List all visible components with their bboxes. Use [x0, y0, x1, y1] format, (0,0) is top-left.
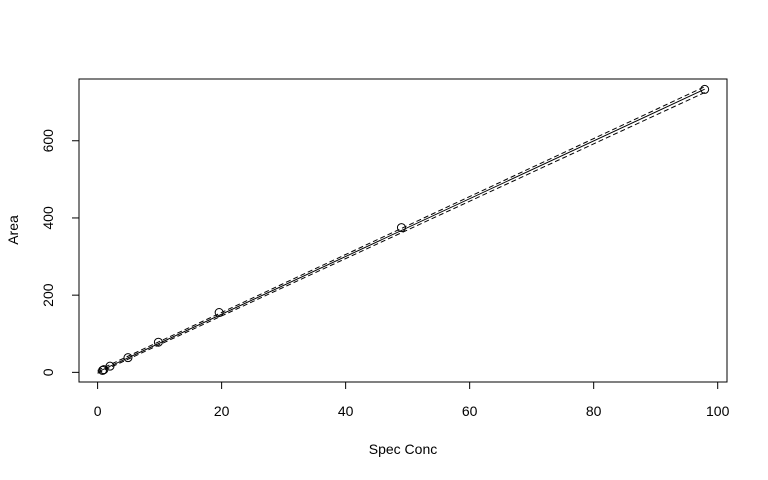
x-tick-label: 80 [586, 403, 602, 419]
confidence-lower-line [97, 92, 705, 374]
y-tick-label: 200 [40, 283, 56, 307]
x-tick-label: 40 [338, 403, 354, 419]
confidence-band [97, 86, 705, 374]
x-tick-label: 100 [706, 403, 730, 419]
data-point [153, 337, 163, 347]
data-points [98, 84, 710, 375]
y-tick-label: 600 [40, 129, 56, 153]
y-axis-title: Area [5, 215, 21, 245]
fit-line [97, 88, 705, 373]
y-tick-label: 0 [40, 368, 56, 376]
x-tick-label: 60 [462, 403, 478, 419]
confidence-upper-line [97, 86, 705, 371]
x-tick-label: 0 [94, 403, 102, 419]
axes: 0 20 40 60 80 100 0 200 400 600 [40, 129, 730, 419]
data-point [396, 223, 406, 233]
data-point [98, 365, 108, 375]
x-axis-title: Spec Conc [369, 441, 437, 457]
data-point [700, 84, 710, 94]
x-tick-label: 20 [214, 403, 230, 419]
fit-line-group [97, 88, 705, 373]
y-tick-label: 400 [40, 206, 56, 230]
data-point [123, 353, 133, 363]
data-point [214, 308, 224, 318]
data-point [105, 361, 115, 371]
